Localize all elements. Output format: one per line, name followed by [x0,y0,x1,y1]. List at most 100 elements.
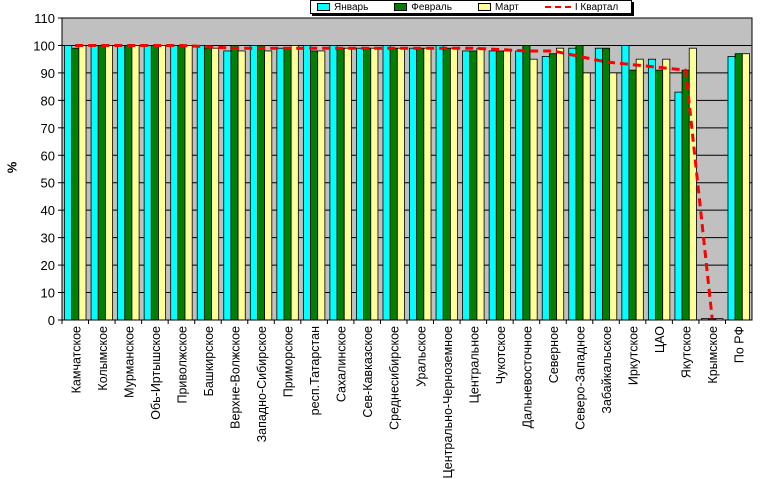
bar-mar [158,45,167,321]
bar-jan [435,45,444,321]
bar-jan [329,45,338,321]
x-tick-label: Забайкальское [600,326,614,414]
bar-feb [681,69,690,321]
bar-jan [409,47,418,321]
bar-jan [249,45,258,321]
legend-swatch-mar [477,3,491,11]
legend-label-mar: Март [494,1,519,13]
legend-line-q1 [544,6,571,8]
bar-feb [203,47,212,321]
x-tick-label: Сахалинское [335,326,349,402]
y-tick-label: 90 [41,66,55,81]
bar-jan [462,50,471,321]
x-tick-label: респ.Татарстан [308,326,322,415]
bar-feb [97,45,106,321]
bar-feb [389,47,398,321]
bar-feb [469,50,478,321]
bar-feb [150,45,159,321]
legend-item-mar: Март [477,1,519,13]
bar-mar [556,47,565,321]
bar-jan [170,45,179,321]
legend-item-feb: Февраль [394,2,452,13]
bar-feb [495,50,504,321]
x-tick-label: Среднесибирское [388,326,402,430]
legend-label-jan: Январь [334,1,369,13]
x-tick-label: Центральное [467,326,481,403]
legend-item-jan: Январь [317,2,368,13]
bar-mar [78,45,87,321]
bar-jan [90,45,99,321]
legend-label-q1: I Квартал [574,1,619,13]
bar-jan [382,45,391,321]
x-tick-label: Камчатское [69,326,83,393]
bar-mar [476,47,485,321]
bar-mar [104,45,113,321]
bar-mar [370,47,379,321]
bar-jan [674,91,683,321]
bar-mar [449,47,458,321]
bar-jan [64,45,73,321]
y-tick-label: 30 [41,231,55,246]
bar-mar [211,47,220,321]
bar-feb [336,47,345,321]
legend-swatch-feb [394,3,408,11]
bar-jan [223,50,232,321]
bar-mar [396,47,405,321]
bar-jan [488,50,497,321]
bar-mar [582,72,591,321]
y-tick-label: 20 [41,258,55,273]
y-tick-label: 110 [34,11,55,26]
bar-mar [290,45,299,321]
bar-feb [522,45,531,321]
x-tick-label: Башкирское [202,326,216,396]
bar-mar [503,50,512,321]
legend-swatch-jan [317,3,330,11]
bar-feb [283,47,292,321]
x-tick-label: Северо-Западное [574,326,588,430]
bar-mar [741,53,750,321]
bar-jan [515,50,524,321]
bar-feb [575,45,584,321]
x-tick-label: Дальневосточное [520,326,534,428]
x-tick-label: Мурманское [122,326,136,398]
bar-jan [196,45,205,321]
bar-mar [688,47,697,321]
legend-label-feb: Февраль [411,1,452,13]
y-tick-label: 100 [33,38,55,53]
bar-mar [131,45,140,321]
y-tick-label: 10 [41,286,55,301]
bar-jan [541,56,550,321]
bar-feb [734,53,743,321]
x-tick-label: Западно-Сибирское [255,326,269,442]
y-tick-label: 80 [41,93,55,108]
bar-mar [423,47,432,321]
bar-feb [628,69,637,321]
y-tick-label: 40 [41,203,55,218]
bar-mar [343,47,352,321]
x-tick-label: Якутское [680,326,694,378]
y-tick-label: 60 [41,148,55,163]
bar-jan [727,56,736,321]
bar-feb [602,47,611,321]
x-tick-label: Приволжское [175,326,189,404]
bar-feb [124,45,133,321]
bar-jan [302,45,311,321]
y-axis-label: % [4,161,20,174]
bar-jan [276,47,285,321]
bar-mar [237,50,246,321]
bar-jan [621,45,630,321]
bar-jan [647,58,656,321]
bar-mar [635,58,644,321]
bar-mar [609,72,618,321]
bar-jan [117,45,126,321]
y-tick-label: 70 [41,121,55,136]
bar-mar [662,58,671,321]
legend-item-q1: I Квартал [544,1,619,13]
x-tick-label: Приморское [282,326,296,397]
bar-jan [594,47,603,321]
y-tick-label: 0 [48,313,55,328]
bar-mar [529,58,538,321]
y-tick-label: 50 [41,176,55,191]
x-tick-label: Центрально-Черноземное [441,326,455,478]
